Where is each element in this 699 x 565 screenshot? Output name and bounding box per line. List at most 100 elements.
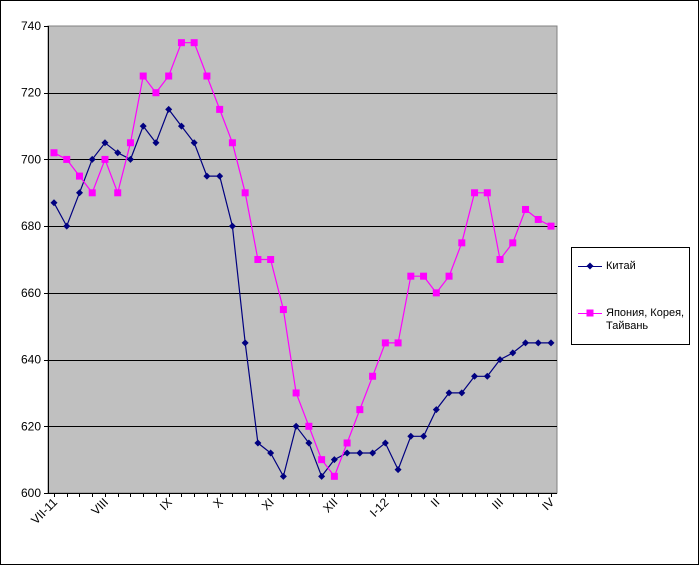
series-1-point-16 bbox=[254, 256, 262, 263]
legend-swatch-series-0 bbox=[578, 260, 602, 272]
series-1-point-34 bbox=[483, 189, 491, 197]
plot-area bbox=[47, 25, 558, 494]
x-tick-label-1: VIII bbox=[88, 495, 111, 518]
series-0-point-3 bbox=[88, 155, 96, 163]
legend-swatch-series-1 bbox=[578, 307, 602, 319]
x-tick-label-3: X bbox=[210, 495, 226, 511]
series-0-point-37 bbox=[522, 339, 530, 347]
legend-entry-series-0: Китай bbox=[578, 260, 636, 273]
series-0-point-34 bbox=[483, 372, 491, 380]
series-0-point-28 bbox=[407, 432, 415, 440]
series-0-point-19 bbox=[292, 422, 300, 430]
series-1-point-4 bbox=[101, 155, 109, 163]
series-1-point-29 bbox=[420, 272, 428, 280]
series-0-point-23 bbox=[343, 449, 351, 457]
series-1-point-30 bbox=[432, 289, 440, 297]
x-tick-label-2: IX bbox=[157, 495, 175, 513]
series-0-point-38 bbox=[534, 339, 542, 347]
series-0-point-4 bbox=[101, 139, 109, 147]
series-1-point-33 bbox=[471, 189, 479, 197]
series-0-point-27 bbox=[394, 466, 402, 474]
series-1-point-9 bbox=[165, 72, 173, 80]
legend-entry-series-1: Япония, Корея, Тайвань bbox=[578, 307, 686, 333]
series-1-point-37 bbox=[522, 205, 530, 213]
series-0-point-8 bbox=[152, 139, 160, 147]
y-tick-label-2: 640 bbox=[21, 353, 41, 367]
series-0-point-0 bbox=[50, 199, 58, 207]
series-1-point-35 bbox=[496, 256, 504, 263]
series-1-point-2 bbox=[75, 172, 83, 180]
series-0-point-13 bbox=[216, 172, 224, 180]
series-0-point-1 bbox=[63, 222, 71, 230]
series-1-point-0 bbox=[50, 149, 58, 157]
series-0-point-17 bbox=[267, 449, 275, 457]
series-0-point-20 bbox=[305, 439, 313, 447]
series-0-point-31 bbox=[445, 389, 453, 397]
series-0-point-22 bbox=[330, 456, 338, 464]
legend-label-series-1: Япония, Корея, Тайвань bbox=[606, 307, 685, 332]
series-1-point-19 bbox=[292, 389, 300, 397]
series-1-point-20 bbox=[305, 422, 313, 430]
series-0-point-24 bbox=[356, 449, 364, 457]
x-tick-label-7: II bbox=[428, 495, 443, 510]
series-1-point-11 bbox=[190, 39, 198, 47]
legend: Китай Япония, Корея, Тайвань bbox=[571, 247, 690, 345]
series-1-point-24 bbox=[356, 406, 364, 414]
y-tick-label-3: 660 bbox=[21, 286, 41, 300]
series-1-point-5 bbox=[114, 189, 122, 197]
series-1-line bbox=[53, 42, 552, 478]
series-1-point-31 bbox=[445, 272, 453, 280]
series-0-point-5 bbox=[114, 149, 122, 157]
series-0-point-6 bbox=[126, 155, 134, 163]
series-1-point-36 bbox=[509, 239, 517, 247]
series-0-point-25 bbox=[369, 449, 377, 457]
series-0-point-15 bbox=[241, 339, 249, 347]
series-1-point-32 bbox=[458, 239, 466, 247]
series-0-point-7 bbox=[139, 122, 147, 130]
series-1-point-22 bbox=[330, 472, 338, 480]
series-1-point-21 bbox=[318, 456, 326, 464]
x-tick-label-9: IV bbox=[539, 495, 557, 513]
series-0-point-11 bbox=[190, 139, 198, 147]
legend-label-series-0: Китай bbox=[606, 260, 636, 272]
series-0-point-36 bbox=[509, 349, 517, 357]
series-1-point-23 bbox=[343, 439, 351, 447]
series-1-point-12 bbox=[203, 72, 211, 80]
y-tick-label-0: 600 bbox=[21, 486, 41, 500]
series-1-point-15 bbox=[241, 189, 249, 197]
series-0-point-30 bbox=[432, 406, 440, 414]
series-1-point-10 bbox=[177, 39, 185, 47]
x-tick-label-6: I-12 bbox=[367, 495, 392, 520]
series-0-point-33 bbox=[471, 372, 479, 380]
series-1-point-18 bbox=[279, 306, 287, 314]
series-0-point-39 bbox=[547, 339, 555, 347]
series-0-point-29 bbox=[420, 432, 428, 440]
y-tick-label-7: 740 bbox=[21, 19, 41, 33]
series-0-point-18 bbox=[279, 472, 287, 480]
series-1-point-38 bbox=[534, 215, 542, 223]
y-tick-label-6: 720 bbox=[21, 86, 41, 100]
series-0-point-9 bbox=[165, 105, 173, 113]
series-0-point-10 bbox=[177, 122, 185, 130]
y-tick-label-4: 680 bbox=[21, 219, 41, 233]
axes bbox=[44, 26, 557, 497]
series-0-point-21 bbox=[318, 472, 326, 480]
series-1-point-8 bbox=[152, 89, 160, 97]
series-0-point-14 bbox=[228, 222, 236, 230]
series-1-point-6 bbox=[126, 139, 134, 147]
series-1-point-39 bbox=[547, 222, 555, 230]
series-1-point-14 bbox=[228, 139, 236, 147]
series-1-point-26 bbox=[381, 339, 389, 347]
series-1-point-17 bbox=[267, 256, 275, 263]
x-tick-label-5: XII bbox=[320, 495, 340, 515]
x-tick-label-8: III bbox=[489, 495, 506, 512]
series-1-point-28 bbox=[407, 272, 415, 280]
series-0-point-32 bbox=[458, 389, 466, 397]
series-1 bbox=[50, 39, 555, 480]
series-0-line bbox=[53, 108, 551, 478]
y-tick-label-1: 620 bbox=[21, 419, 41, 433]
series-1-point-7 bbox=[139, 72, 147, 80]
x-tick-label-4: XI bbox=[259, 495, 277, 513]
series-0-point-16 bbox=[254, 439, 262, 447]
